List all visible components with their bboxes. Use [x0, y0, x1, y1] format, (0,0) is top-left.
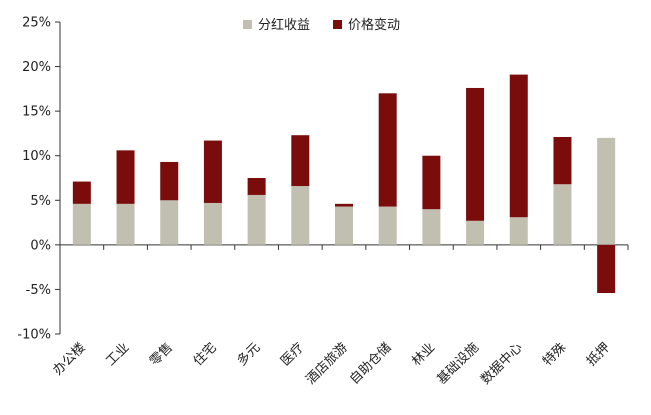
bar-price-change-2	[116, 150, 135, 204]
legend-swatch-2	[333, 20, 342, 29]
bar-dividend-2	[116, 203, 135, 245]
y-tick-labels: -10% -5% 0% 5% 10% 15% 20% 25%	[17, 16, 51, 343]
y-tick-label: -10%	[17, 328, 51, 343]
legend: 分红收益 价格变动	[243, 17, 400, 33]
bar-dividend-10	[466, 220, 485, 245]
bar-dividend-12	[553, 184, 572, 245]
y-tick-label: 25%	[22, 16, 51, 31]
bar-price-change-8	[378, 93, 397, 207]
y-tick-label: 5%	[30, 194, 51, 209]
y-tick-label: 20%	[22, 60, 51, 75]
legend-swatch-1	[243, 20, 252, 29]
x-category-label: 零售	[146, 340, 176, 370]
x-category-label: 抵押	[584, 340, 613, 369]
bar-dividend-9	[422, 209, 441, 245]
x-category-label: 住宅	[191, 340, 220, 369]
bar-dividend-4	[203, 202, 222, 245]
bar-price-change-11	[509, 74, 528, 218]
x-category-label: 多元	[234, 340, 264, 370]
x-category-label: 工业	[103, 340, 132, 369]
bar-price-change-9	[422, 155, 441, 210]
bar-dividend-13	[597, 137, 616, 245]
bar-price-change-5	[247, 178, 266, 195]
bar-price-change-7	[335, 203, 353, 207]
y-tick-label: 0%	[30, 238, 51, 253]
x-category-label: 办公楼	[50, 340, 88, 378]
bar-dividend-7	[335, 206, 353, 245]
bar-price-change-10	[466, 87, 485, 221]
x-category-label: 基础设施	[435, 340, 482, 387]
bar-dividend-6	[291, 186, 310, 245]
bars	[72, 74, 616, 293]
bar-price-change-12	[553, 136, 572, 185]
x-category-label: 数据中心	[478, 340, 525, 387]
x-category-label: 林业	[409, 340, 438, 369]
y-tick-label: 15%	[22, 105, 51, 120]
bar-dividend-11	[509, 217, 528, 245]
bar-dividend-3	[160, 200, 179, 245]
bar-price-change-4	[203, 140, 222, 203]
bar-price-change-3	[160, 161, 179, 201]
x-category-label: 医疗	[278, 340, 307, 369]
bar-price-change-6	[291, 135, 310, 187]
x-category-label: 自助仓储	[347, 340, 394, 387]
x-category-label: 特殊	[540, 340, 569, 369]
x-category-label: 酒店旅游	[303, 340, 350, 387]
bar-price-change-1	[72, 181, 91, 204]
legend-label-1: 分红收益	[258, 17, 310, 33]
bar-price-change-13	[597, 244, 616, 293]
legend-label-2: 价格变动	[348, 17, 400, 33]
y-tick-label: -5%	[26, 283, 51, 298]
axes	[55, 21, 629, 335]
y-tick-label: 10%	[22, 149, 51, 164]
bar-dividend-8	[378, 206, 397, 245]
bar-dividend-5	[247, 194, 266, 245]
bar-dividend-1	[72, 203, 91, 245]
